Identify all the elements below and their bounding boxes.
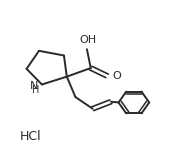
Text: N: N xyxy=(30,81,38,91)
Text: HCl: HCl xyxy=(20,131,41,143)
Text: H: H xyxy=(32,85,39,95)
Text: OH: OH xyxy=(79,35,96,45)
Text: O: O xyxy=(112,71,121,81)
